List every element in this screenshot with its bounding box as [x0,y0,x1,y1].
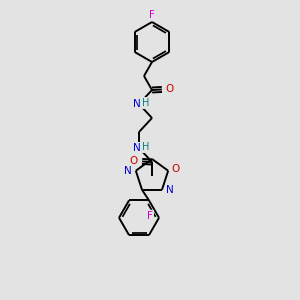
Text: H: H [142,98,150,108]
Text: F: F [149,10,155,20]
Text: O: O [130,156,138,166]
Text: F: F [147,211,153,221]
Text: N: N [133,99,141,109]
Text: N: N [124,166,132,176]
Text: N: N [166,185,174,195]
Text: H: H [142,142,150,152]
Text: O: O [171,164,179,174]
Text: N: N [133,143,141,153]
Text: O: O [166,84,174,94]
